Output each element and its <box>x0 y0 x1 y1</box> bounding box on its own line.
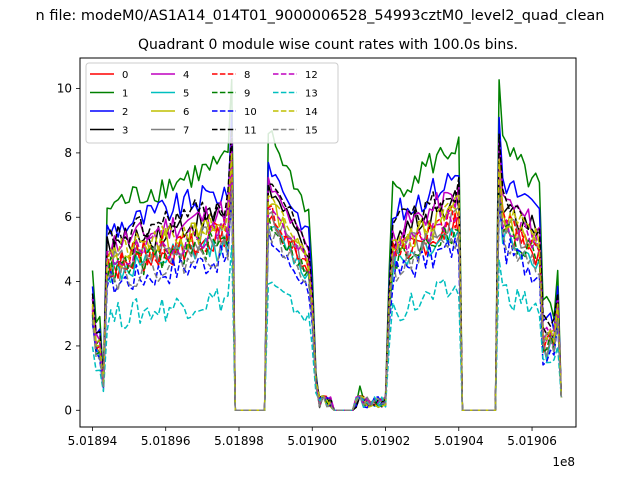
x-tick-label: 5.01894 <box>68 434 118 448</box>
y-tick-label: 2 <box>64 339 72 353</box>
legend-label-1: 1 <box>122 89 128 100</box>
series-line-14 <box>91 152 563 412</box>
y-tick-label: 6 <box>64 210 72 224</box>
x-offset-label: 1e8 <box>552 455 575 469</box>
legend-label-15: 15 <box>305 126 318 137</box>
y-tick-label: 0 <box>64 403 72 417</box>
y-tick-label: 4 <box>64 275 72 289</box>
legend-label-3: 3 <box>122 126 128 137</box>
x-axis: 5.01894 5.01896 5.01898 5.01900 5.01902 5.019… <box>68 427 557 448</box>
y-tick-label: 10 <box>57 82 72 96</box>
legend-label-11: 11 <box>244 126 257 137</box>
legend-label-4: 4 <box>183 70 189 81</box>
legend-label-9: 9 <box>244 89 250 100</box>
chart-title: Quadrant 0 module wise count rates with … <box>138 37 518 53</box>
legend-label-8: 8 <box>244 70 250 81</box>
legend-label-10: 10 <box>244 107 257 118</box>
figure-suptitle: n file: modeM0/AS1A14_014T01_9000006528_… <box>36 8 605 24</box>
x-tick-label: 5.01902 <box>361 434 411 448</box>
legend-label-5: 5 <box>183 89 189 100</box>
legend-label-14: 14 <box>305 107 318 118</box>
x-tick-label: 5.01898 <box>214 434 264 448</box>
legend-label-0: 0 <box>122 70 128 81</box>
legend-label-13: 13 <box>305 89 318 100</box>
x-tick-label: 5.01896 <box>141 434 191 448</box>
legend-label-2: 2 <box>122 107 128 118</box>
y-axis: 0 2 4 6 8 10 <box>57 82 80 417</box>
plot-frame <box>79 57 577 428</box>
x-tick-label: 5.01900 <box>287 434 337 448</box>
series-line-15 <box>91 186 563 412</box>
series-layer <box>91 78 563 412</box>
y-tick-label: 8 <box>64 146 72 160</box>
legend-label-12: 12 <box>305 70 318 81</box>
x-tick-label: 5.01904 <box>434 434 484 448</box>
series-line-12 <box>91 159 563 412</box>
x-tick-label: 5.01906 <box>507 434 557 448</box>
legend-label-7: 7 <box>183 126 189 137</box>
legend-label-6: 6 <box>183 107 189 118</box>
legend-frame <box>85 62 339 144</box>
